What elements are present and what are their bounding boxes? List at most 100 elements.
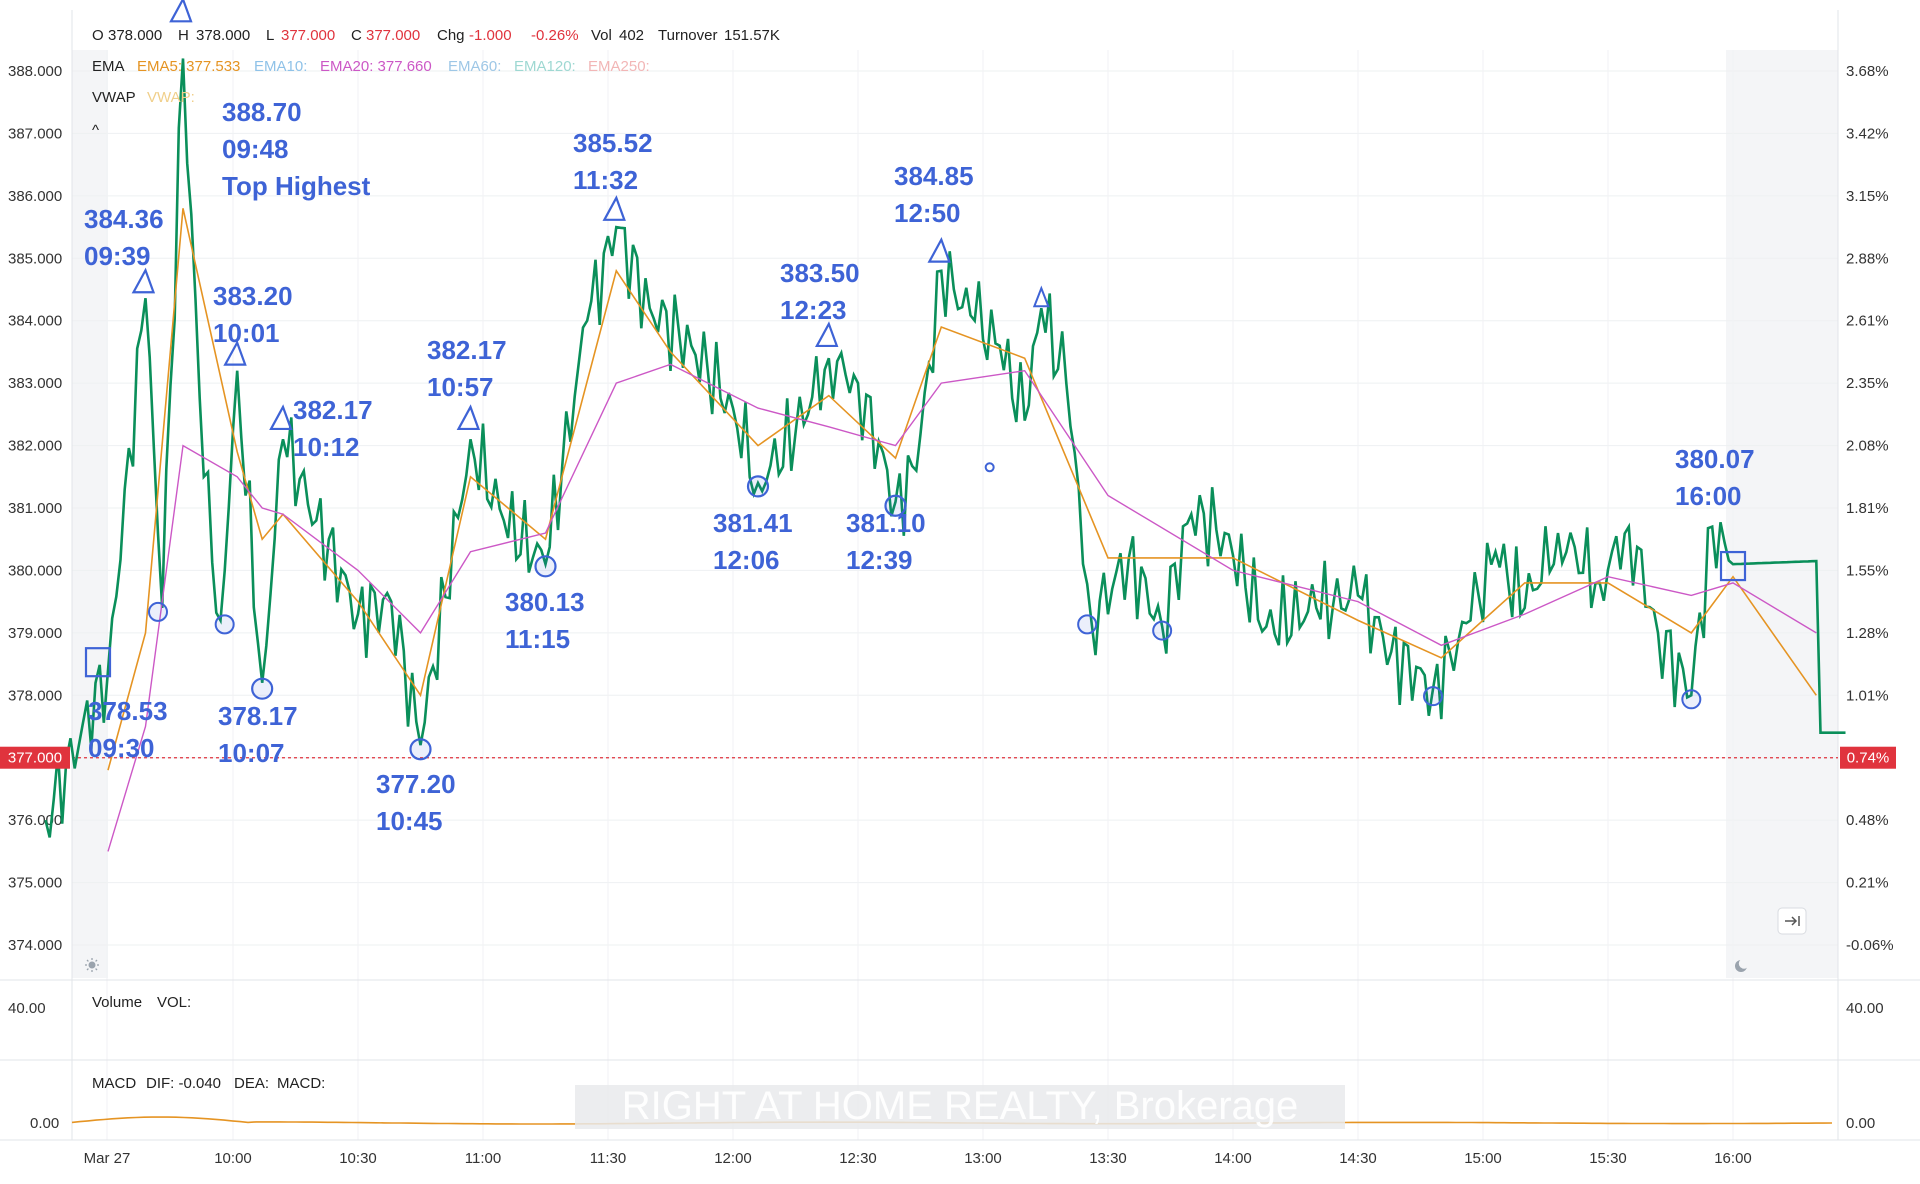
macd-right-tick: 0.00 [1846, 1115, 1875, 1132]
y-tick-right: 1.28% [1846, 625, 1889, 642]
post-market-shade [1726, 50, 1838, 978]
y-tick-left: 387.000 [8, 125, 62, 142]
close-value: 377.000 [366, 27, 420, 44]
vwap-legend[interactable]: VWAP VWAP: [92, 89, 195, 106]
x-tick: 16:00 [1714, 1150, 1752, 1167]
y-tick-left: 376.000 [8, 812, 62, 829]
annotation-label: 384.85 12:50 [894, 161, 974, 228]
annotation-time: 10:07 [218, 738, 285, 768]
y-tick-right: 3.15% [1846, 188, 1889, 205]
x-tick: 14:30 [1339, 1150, 1377, 1167]
triangle-marker [602, 195, 626, 221]
annotation-label: 380.07 16:00 [1675, 444, 1755, 511]
annotation-price: 380.13 [505, 587, 585, 617]
x-tick: 14:00 [1214, 1150, 1252, 1167]
annotation-label: 380.13 11:15 [505, 587, 585, 654]
y-tick-left: 386.000 [8, 188, 62, 205]
y-tick-right: -0.06% [1846, 937, 1894, 954]
y-tick-left: 382.000 [8, 438, 62, 455]
annotation-time: 09:48 [222, 134, 289, 164]
annotation-time: 12:50 [894, 198, 961, 228]
chg-label: Chg [437, 27, 465, 44]
annotation-label: 383.20 10:01 [213, 281, 293, 348]
x-tick: 15:30 [1589, 1150, 1627, 1167]
ema-label: EMA [92, 58, 125, 75]
low-value: 377.000 [281, 27, 335, 44]
macd-dea-label: DEA: [234, 1075, 269, 1092]
volume-value-label: VOL: [157, 994, 191, 1011]
vwap-value: VWAP: [147, 89, 195, 106]
x-tick: Mar 27 [84, 1150, 131, 1167]
annotation-label: 378.17 10:07 [218, 701, 298, 768]
annotation-price: 380.07 [1675, 444, 1755, 474]
annotation-price: 377.20 [376, 769, 456, 799]
annotation-label: 383.50 12:23 [780, 258, 860, 325]
ema60-legend: EMA60: [448, 58, 501, 75]
y-tick-right: 2.61% [1846, 313, 1889, 330]
circle-marker [409, 738, 432, 761]
y-tick-left: 379.000 [8, 625, 62, 642]
square-marker [84, 647, 112, 678]
ema-legend[interactable]: EMA EMA5: 377.533 EMA10: EMA20: 377.660 … [92, 58, 650, 75]
macd-dif-label: DIF: -0.040 [146, 1075, 221, 1092]
y-tick-left: 374.000 [8, 937, 62, 954]
y-tick-right: 0.48% [1846, 812, 1889, 829]
annotation-price: 381.10 [846, 508, 926, 538]
annotation-time: 11:15 [505, 624, 570, 654]
watermark-band [575, 1085, 1345, 1129]
triangle-marker [927, 236, 951, 263]
ema5-legend: EMA5: 377.533 [137, 58, 240, 75]
y-tick-left: 384.000 [8, 313, 62, 330]
x-tick: 15:00 [1464, 1150, 1502, 1167]
collapse-legend-icon[interactable]: ^ [92, 122, 99, 139]
y-tick-left: 375.000 [8, 875, 62, 892]
x-tick: 10:30 [339, 1150, 377, 1167]
annotation-price: 378.53 [88, 696, 168, 726]
moon-icon[interactable] [1735, 958, 1750, 972]
high-value: 378.000 [196, 27, 250, 44]
annotation-label: 385.52 11:32 [573, 128, 653, 195]
chg-value: -1.000 [469, 27, 512, 44]
circle-marker [534, 555, 557, 578]
dot-marker [984, 462, 995, 473]
circle-marker [884, 494, 907, 517]
annotation-time: 12:23 [780, 295, 847, 325]
ema20-legend: EMA20: 377.660 [320, 58, 432, 75]
open-label: O [92, 27, 104, 44]
scroll-to-latest-icon[interactable] [1777, 907, 1807, 935]
circle-marker [746, 475, 770, 498]
annotation-time: 09:30 [88, 733, 155, 763]
square-marker [1719, 550, 1747, 582]
annotation-time: 10:01 [213, 318, 280, 348]
y-tick-right: 3.68% [1846, 63, 1889, 80]
triangle-marker [1032, 285, 1050, 308]
turnover-label: Turnover [658, 27, 717, 44]
annotation-note: Top Highest [222, 171, 371, 201]
turnover-value: 151.57K [724, 27, 780, 44]
y-tick-left: 383.000 [8, 375, 62, 392]
y-tick-left: 381.000 [8, 500, 62, 517]
series-layer [44, 58, 1846, 852]
last-price-tag-text: 377.000 [8, 750, 62, 767]
vol-label: Vol [591, 27, 612, 44]
y-tick-right: 1.55% [1846, 562, 1889, 579]
annotation-time: 12:06 [713, 545, 780, 575]
annotation-label: 378.53 09:30 [88, 696, 168, 763]
annotation-label: 381.41 12:06 [713, 508, 793, 575]
high-label: H [178, 27, 189, 44]
y-axis-left: 388.000 387.000 386.000 385.000 384.000 383.0… [8, 63, 62, 954]
grid-lines [72, 50, 1838, 1140]
annotation-label: 382.17 10:12 [293, 395, 373, 462]
y-tick-left: 385.000 [8, 250, 62, 267]
vwap-label: VWAP [92, 89, 136, 106]
annotation-time: 16:00 [1675, 481, 1742, 511]
y-tick-right: 2.35% [1846, 375, 1889, 392]
annotation-layer: 378.53 09:30 384.36 09:39 388.70 09:48 Top Hig… [84, 0, 1755, 836]
annotation-price: 388.70 [222, 97, 302, 127]
y-tick-left: 380.000 [8, 562, 62, 579]
sun-icon[interactable] [85, 958, 99, 972]
price-line [44, 58, 1846, 838]
ema20-line [107, 363, 1817, 852]
annotation-label: 388.70 09:48 Top Highest [222, 97, 371, 201]
